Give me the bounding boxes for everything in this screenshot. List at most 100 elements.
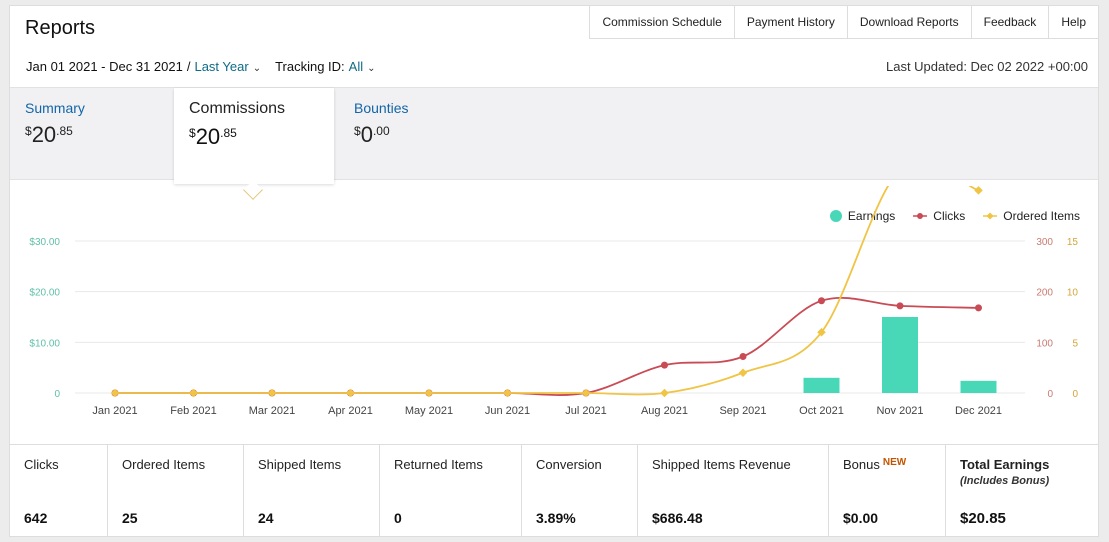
stat-ordered-items: Ordered Items 25 — [108, 445, 244, 537]
period-dropdown[interactable]: Last Year ⌄ — [194, 59, 261, 74]
summary-tabs: Summary $20.85 Commissions $20.85 Bounti… — [10, 87, 1098, 184]
stat-total-earnings-value: $20.85 — [960, 510, 1006, 527]
x-tick-label: Nov 2021 — [876, 405, 923, 417]
y-tick-left: $20.00 — [29, 288, 60, 299]
x-tick-label: Dec 2021 — [955, 405, 1002, 417]
stat-total-earnings-sub: (Includes Bonus) — [960, 475, 1050, 487]
tab-bounties-amount: $0.00 — [354, 122, 390, 147]
ordered-point — [424, 388, 434, 398]
stat-total-earnings-label: Total Earnings (Includes Bonus) — [960, 457, 1098, 487]
clicks-point — [896, 302, 904, 310]
y-tick-right-clicks: 100 — [1036, 338, 1053, 349]
tab-summary-amount: $20.85 — [25, 122, 73, 147]
x-tick-label: Oct 2021 — [799, 405, 844, 417]
stats-bar: Clicks 642 Ordered Items 25 Shipped Item… — [10, 444, 1098, 537]
help-link[interactable]: Help — [1061, 15, 1086, 29]
stat-bonus-value: $0.00 — [843, 510, 879, 526]
page-title: Reports — [25, 17, 96, 39]
clicks-point — [975, 304, 982, 312]
stat-ordered-items-value: 25 — [122, 510, 138, 526]
bar-earnings — [803, 377, 840, 393]
stat-shipped-items: Shipped Items 24 — [244, 445, 380, 537]
tab-summary[interactable]: Summary $20.85 — [25, 100, 85, 148]
ordered-point — [267, 388, 277, 398]
download-reports-link[interactable]: Download Reports — [848, 6, 972, 38]
ordered-line — [114, 186, 979, 396]
ordered-point — [738, 368, 748, 377]
y-tick-left: 0 — [54, 389, 60, 400]
feedback-link[interactable]: Feedback — [972, 6, 1050, 38]
clicks-point — [818, 297, 825, 305]
stat-conversion-label: Conversion — [536, 457, 602, 472]
reports-card: Reports Commission Schedule Payment Hist… — [9, 5, 1099, 537]
ordered-point — [974, 186, 983, 195]
ordered-point — [581, 388, 591, 398]
ordered-point — [346, 388, 355, 398]
clicks-line-icon — [913, 213, 928, 219]
y-tick-right-clicks: 300 — [1036, 237, 1053, 248]
stat-clicks: Clicks 642 — [10, 445, 108, 537]
stat-conversion: Conversion 3.89% — [522, 445, 638, 537]
stat-shipped-items-label: Shipped Items — [258, 457, 342, 472]
stat-returned-items-label: Returned Items — [394, 457, 483, 472]
x-tick-label: Apr 2021 — [328, 405, 373, 417]
y-tick-right-ordered: 15 — [1067, 237, 1079, 248]
date-separator: / — [186, 59, 191, 74]
stat-ordered-items-label: Ordered Items — [122, 457, 206, 472]
stat-shipped-items-value: 24 — [258, 510, 274, 526]
ordered-point — [189, 388, 198, 398]
stat-shipped-revenue-value: $686.48 — [652, 510, 703, 526]
tab-commissions-amount: $20.85 — [189, 124, 237, 149]
y-tick-right-ordered: 0 — [1072, 389, 1078, 400]
stat-returned-items: Returned Items 0 — [380, 445, 522, 537]
y-tick-right-ordered: 10 — [1067, 288, 1079, 299]
tracking-value: All — [348, 59, 364, 74]
ordered-point — [503, 388, 512, 398]
tracking-label: Tracking ID: — [275, 59, 345, 74]
x-tick-label: Jun 2021 — [485, 405, 530, 417]
period-label: Last Year — [194, 59, 249, 74]
stat-bonus-label: Bonus NEW — [843, 457, 907, 472]
chevron-down-icon: ⌄ — [367, 63, 376, 74]
chevron-down-icon: ⌄ — [252, 63, 262, 74]
tracking-dropdown[interactable]: All ⌄ — [349, 59, 376, 74]
x-tick-label: Jan 2021 — [92, 405, 137, 417]
y-tick-right-clicks: 200 — [1036, 288, 1053, 299]
stat-returned-items-value: 0 — [394, 510, 402, 526]
x-tick-label: Sep 2021 — [719, 405, 766, 417]
payment-history-link[interactable]: Payment History — [735, 6, 848, 38]
tab-bounties-label: Bounties — [354, 100, 409, 116]
legend-ordered-items[interactable]: Ordered Items — [983, 209, 1080, 223]
tab-commissions[interactable]: Commissions $20.85 — [174, 88, 334, 184]
y-tick-left: $10.00 — [29, 338, 60, 349]
legend-clicks[interactable]: Clicks — [913, 209, 965, 223]
y-tick-right-clicks: 0 — [1047, 389, 1053, 400]
x-tick-label: Mar 2021 — [249, 405, 295, 417]
filter-bar: Jan 01 2021 - Dec 31 2021 / Last Year ⌄ T… — [26, 59, 376, 74]
top-nav: Commission Schedule Payment History Down… — [589, 6, 1098, 39]
stat-clicks-label: Clicks — [24, 457, 59, 472]
x-tick-label: Jul 2021 — [565, 405, 607, 417]
x-tick-label: Feb 2021 — [170, 405, 216, 417]
clicks-point — [661, 361, 668, 369]
stat-shipped-revenue-label: Shipped Items Revenue — [652, 457, 791, 472]
commission-schedule-link[interactable]: Commission Schedule — [590, 6, 735, 38]
ordered-point — [660, 388, 669, 398]
clicks-line — [114, 297, 979, 396]
stat-conversion-value: 3.89% — [536, 510, 576, 526]
x-tick-label: May 2021 — [405, 405, 453, 417]
chart-legend: Earnings Clicks Ordered Items — [829, 209, 1080, 223]
stat-total-earnings: Total Earnings (Includes Bonus) $20.85 — [946, 445, 1098, 537]
stat-shipped-revenue: Shipped Items Revenue $686.48 — [638, 445, 829, 537]
y-tick-right-ordered: 5 — [1072, 338, 1078, 349]
date-range: Jan 01 2021 - Dec 31 2021 — [26, 59, 183, 74]
ordered-line-icon — [983, 212, 998, 220]
tab-bounties[interactable]: Bounties $0.00 — [354, 100, 408, 148]
tab-commissions-label: Commissions — [189, 100, 286, 117]
legend-earnings[interactable]: Earnings — [829, 209, 895, 223]
last-updated: Last Updated: Dec 02 2022 +00:00 — [885, 59, 1088, 74]
x-tick-label: Aug 2021 — [641, 405, 688, 417]
tab-summary-label: Summary — [25, 100, 85, 116]
clicks-point — [739, 353, 747, 361]
ordered-point — [110, 388, 120, 398]
